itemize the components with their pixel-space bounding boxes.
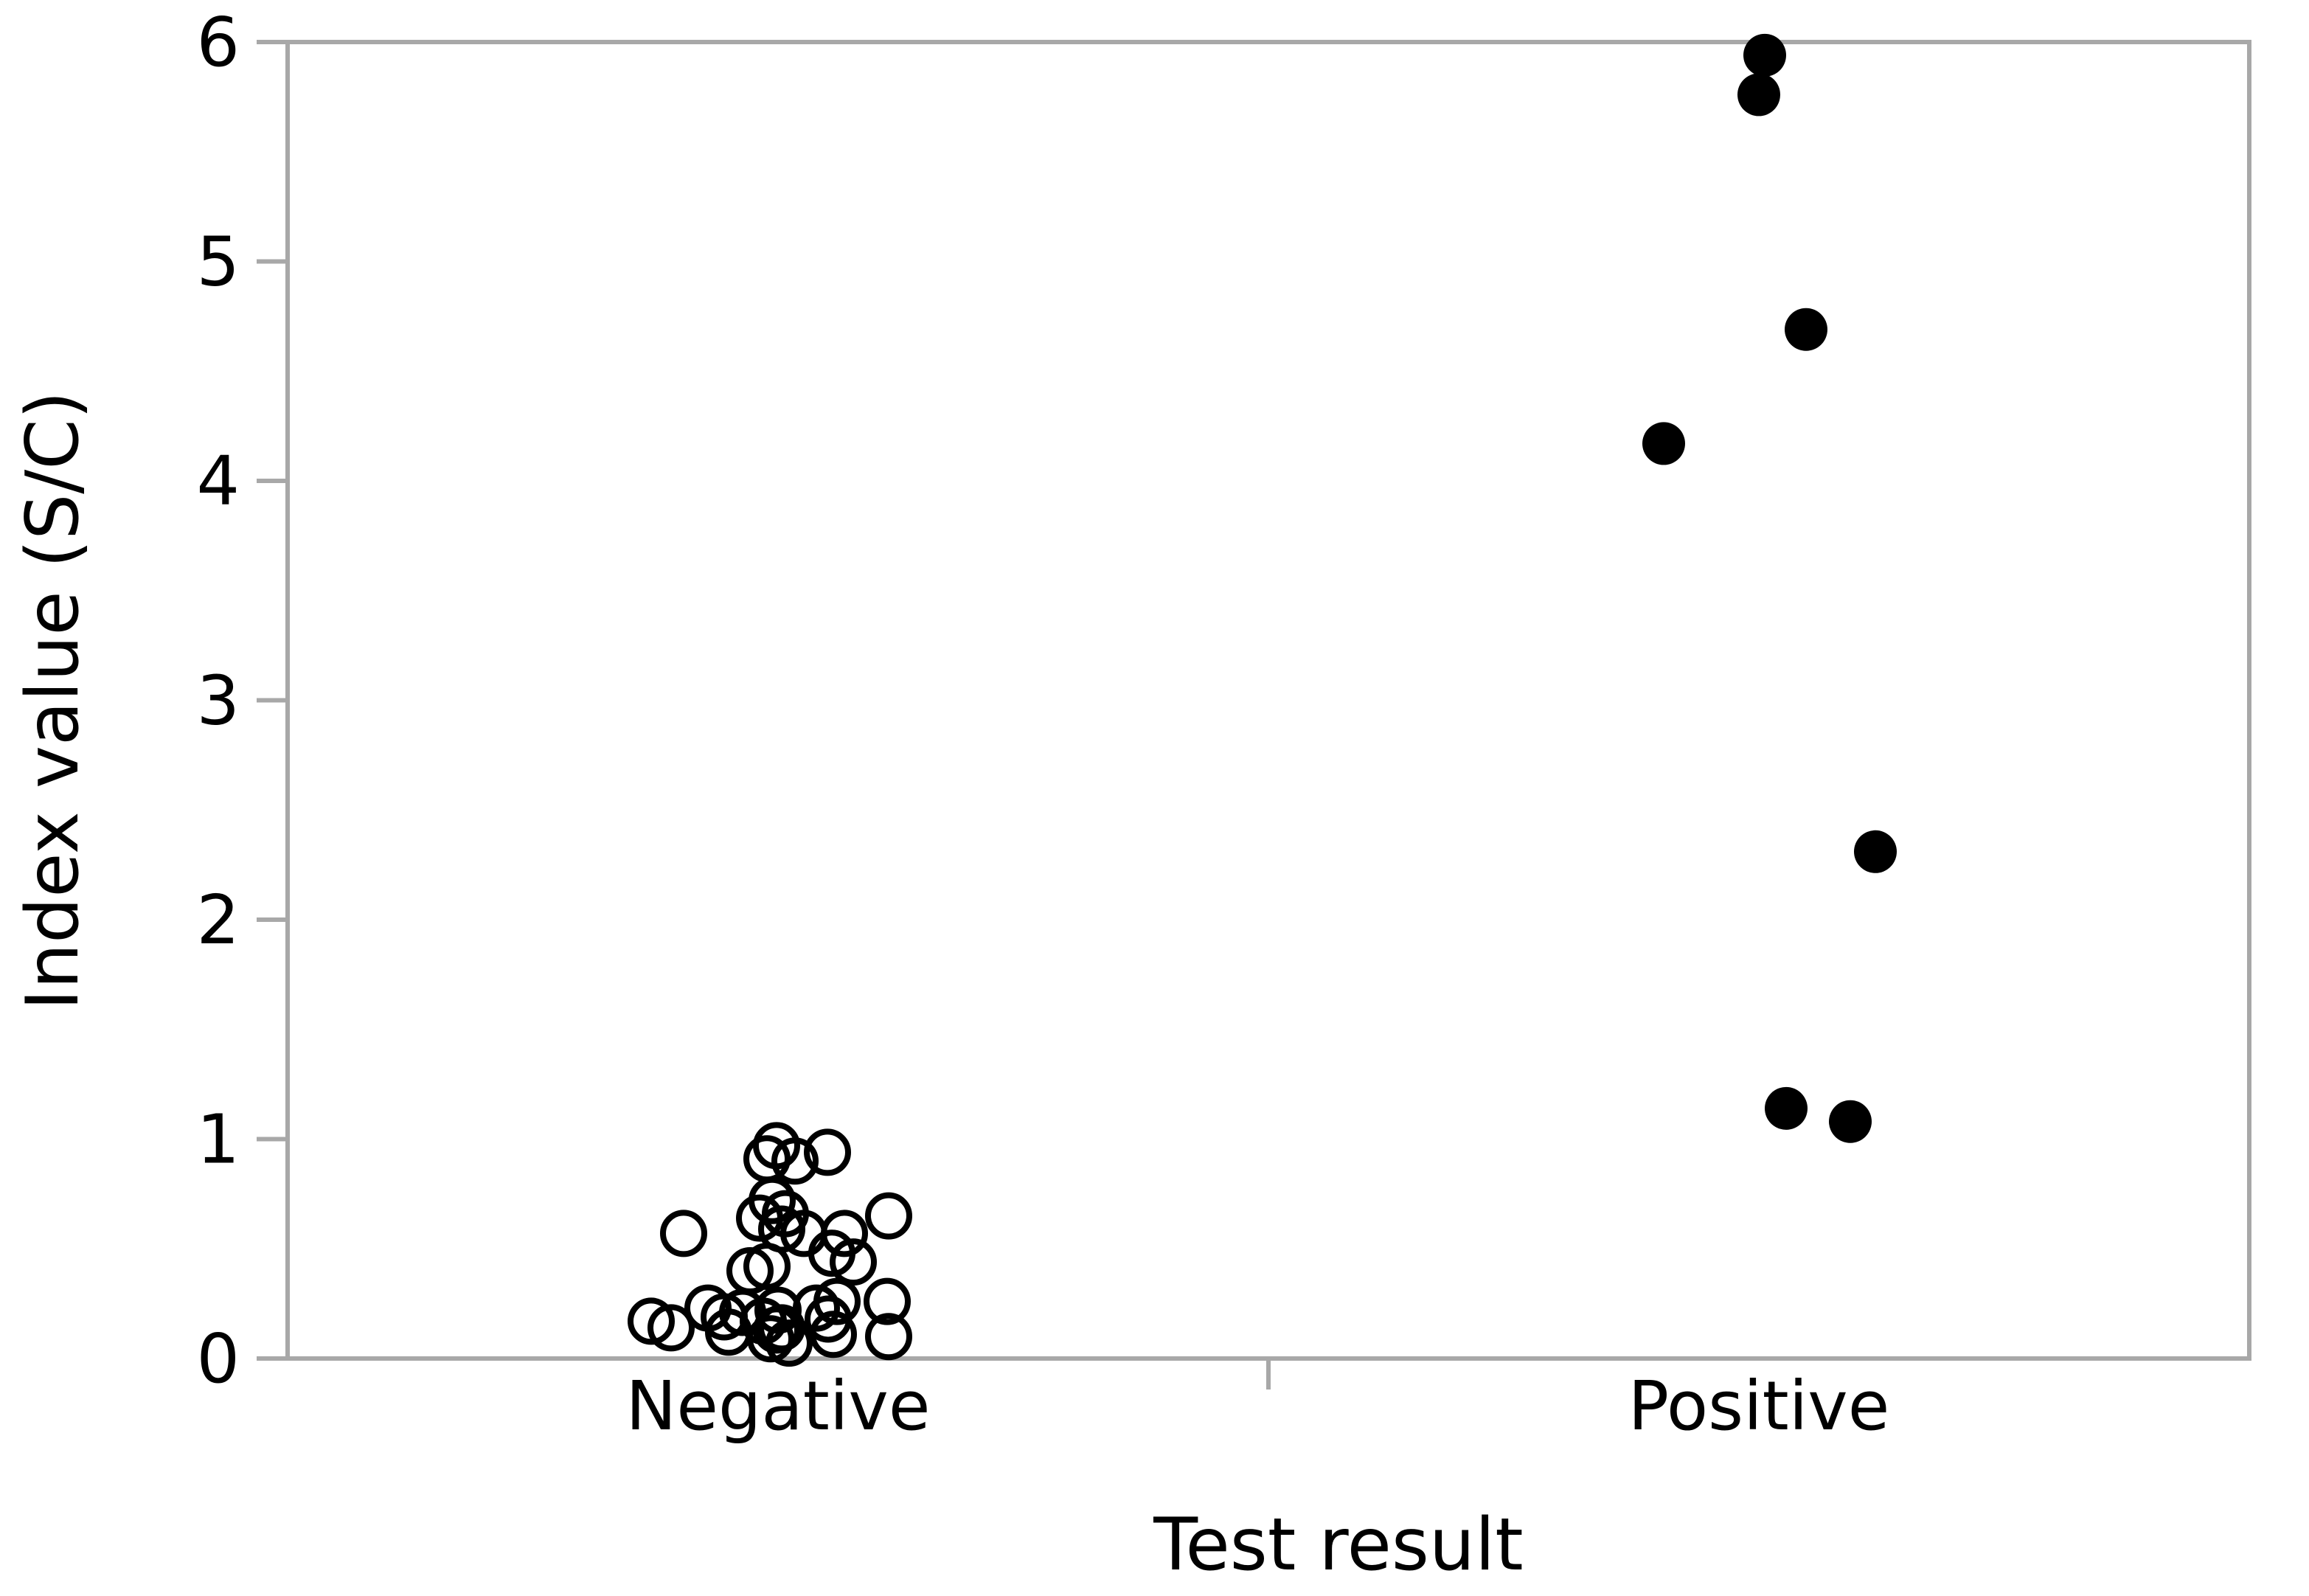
data-point-filled-circle bbox=[1737, 73, 1780, 117]
data-point-filled-circle bbox=[1765, 1086, 1808, 1130]
data-point-filled-circle bbox=[1642, 422, 1685, 465]
y-tick-label: 6 bbox=[196, 3, 240, 82]
y-axis-title: Index value (S/C) bbox=[11, 391, 95, 1010]
y-axis-ticks: 0 1 2 3 4 5 6 bbox=[196, 3, 288, 1398]
data-point-open-circle bbox=[865, 1192, 912, 1240]
data-point-open-circle bbox=[865, 1313, 912, 1361]
data-point-open-circle bbox=[765, 1319, 813, 1367]
data-point-filled-circle bbox=[1829, 1100, 1872, 1143]
data-point-open-circle bbox=[660, 1210, 707, 1257]
data-point-open-circle bbox=[810, 1311, 857, 1359]
x-category-label: Positive bbox=[1628, 1367, 1890, 1446]
data-point-open-circle bbox=[647, 1304, 695, 1352]
data-points bbox=[628, 33, 1897, 1367]
data-point-open-circle bbox=[753, 1306, 800, 1354]
y-tick-label: 0 bbox=[196, 1319, 240, 1398]
data-point-open-circle bbox=[747, 1315, 794, 1363]
y-tick-label: 1 bbox=[196, 1100, 240, 1179]
data-point-open-circle bbox=[804, 1128, 851, 1176]
data-point-open-circle bbox=[736, 1194, 783, 1242]
data-point-open-circle bbox=[808, 1229, 855, 1277]
data-point-filled-circle bbox=[1854, 830, 1897, 873]
data-point-filled-circle bbox=[1743, 33, 1786, 77]
data-point-open-circle bbox=[864, 1277, 911, 1325]
x-axis-title: Test result bbox=[1153, 1503, 1523, 1587]
data-point-filled-circle bbox=[1785, 308, 1827, 351]
plot-frame bbox=[285, 40, 2251, 1361]
x-category-label: Negative bbox=[626, 1367, 931, 1446]
y-tick-label: 4 bbox=[196, 442, 240, 521]
data-point-open-circle bbox=[830, 1238, 877, 1286]
y-tick-label: 5 bbox=[196, 223, 240, 302]
data-point-open-circle bbox=[771, 1137, 819, 1185]
y-tick-label: 3 bbox=[196, 662, 240, 740]
data-point-open-circle bbox=[628, 1297, 675, 1345]
category-labels: Negative Positive bbox=[626, 1367, 1890, 1446]
data-point-open-circle bbox=[743, 1243, 791, 1291]
plot-border bbox=[285, 40, 2251, 1361]
data-point-open-circle bbox=[813, 1277, 861, 1325]
y-tick-label: 2 bbox=[196, 881, 240, 960]
